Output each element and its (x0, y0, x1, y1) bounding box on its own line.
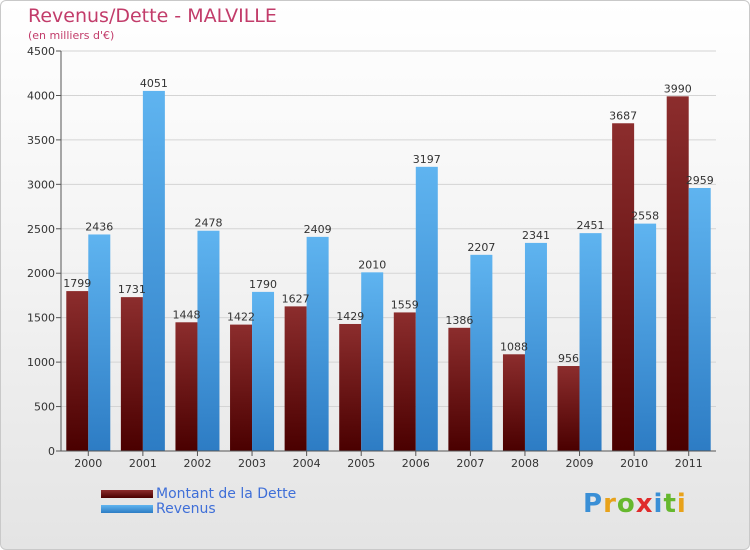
data-label-revenus: 2341 (522, 229, 550, 242)
data-label-dette: 1627 (282, 292, 310, 305)
bar-dette (557, 366, 580, 451)
data-label-revenus: 1790 (249, 278, 277, 291)
bar-dette (120, 297, 143, 451)
data-label-dette: 956 (558, 352, 579, 365)
y-tick-label: 0 (48, 445, 55, 458)
bar-dette (284, 306, 307, 451)
bar-revenus (579, 233, 602, 451)
bar-revenus (252, 291, 275, 451)
x-tick-label: 2008 (511, 457, 539, 470)
data-label-dette: 1448 (172, 308, 200, 321)
data-label-dette: 1088 (500, 340, 528, 353)
y-tick-label: 1000 (27, 356, 55, 369)
bar-revenus (688, 187, 711, 451)
x-tick-label: 2010 (620, 457, 648, 470)
bar-dette (230, 324, 253, 451)
logo-letter: r (603, 489, 617, 519)
y-tick-label: 4000 (27, 89, 55, 102)
bar-revenus (470, 254, 493, 451)
x-tick-label: 2004 (293, 457, 321, 470)
bar-dette (175, 322, 198, 451)
x-tick-label: 2006 (402, 457, 430, 470)
x-tick-label: 2005 (347, 457, 375, 470)
bars (66, 90, 711, 452)
legend-swatch-dette (101, 490, 153, 498)
bar-revenus (88, 234, 111, 451)
data-label-dette: 1422 (227, 311, 255, 324)
logo-letter: t (663, 489, 677, 519)
data-label-revenus: 2451 (577, 219, 605, 232)
chart-subtitle: (en milliers d'€) (28, 29, 115, 42)
data-labels: 1799 2436 1731 4051 1448 2478 1422 1790 1627 2409… (63, 77, 713, 365)
y-tick-label: 4500 (27, 45, 55, 58)
logo-letter: o (616, 489, 636, 519)
legend-swatch-revenus (101, 505, 153, 513)
bar-revenus (634, 223, 657, 451)
data-label-dette: 1731 (118, 283, 146, 296)
x-tick-label: 2002 (183, 457, 211, 470)
data-label-dette: 3990 (664, 82, 692, 95)
x-tick-label: 2003 (238, 457, 266, 470)
bar-revenus (524, 242, 547, 451)
bar-revenus (306, 236, 329, 451)
x-tick-label: 2007 (456, 457, 484, 470)
y-tick-label: 2000 (27, 267, 55, 280)
data-label-dette: 1559 (391, 298, 419, 311)
x-tick-label: 2001 (129, 457, 157, 470)
x-tick-label: 2000 (74, 457, 102, 470)
bar-revenus (415, 166, 438, 452)
logo-letter: x (635, 489, 654, 519)
data-label-revenus: 2409 (304, 223, 332, 236)
data-label-dette: 3687 (609, 109, 637, 122)
bar-dette (448, 327, 471, 451)
x-tick-label: 2009 (566, 457, 594, 470)
bar-dette (612, 123, 635, 452)
legend-label-dette: Montant de la Dette (156, 486, 297, 502)
y-tick-label: 500 (34, 401, 55, 414)
chart-title: Revenus/Dette - MALVILLE (28, 5, 277, 27)
axes: 0 500 1000 1500 2000 2500 3000 3500 4000 4500 2000… (27, 45, 716, 470)
bar-dette (666, 96, 689, 451)
data-label-revenus: 2959 (686, 174, 714, 187)
legend-label-revenus: Revenus (156, 501, 216, 517)
data-label-dette: 1386 (445, 314, 473, 327)
data-label-revenus: 3197 (413, 153, 441, 166)
proxiti-logo: Proxiti (583, 489, 687, 519)
logo-letter: i (653, 489, 664, 519)
bar-revenus (197, 230, 220, 451)
data-label-revenus: 2558 (631, 210, 659, 223)
y-tick-label: 3000 (27, 178, 55, 191)
bar-dette (339, 323, 362, 451)
bar-dette (502, 354, 525, 451)
bar-revenus (142, 90, 165, 452)
bar-dette (66, 291, 89, 451)
y-tick-label: 1500 (27, 312, 55, 325)
logo-letter: i (676, 489, 687, 519)
data-label-revenus: 2478 (194, 217, 222, 230)
grid-lines (61, 50, 716, 452)
data-label-revenus: 4051 (140, 77, 168, 90)
x-tick-label: 2011 (675, 457, 703, 470)
bar-dette (393, 312, 416, 451)
data-label-revenus: 2436 (85, 220, 113, 233)
logo-letter: P (583, 489, 604, 519)
y-tick-label: 3500 (27, 134, 55, 147)
data-label-dette: 1429 (336, 310, 364, 323)
data-label-dette: 1799 (63, 277, 91, 290)
data-label-revenus: 2207 (467, 241, 495, 254)
bar-revenus (361, 272, 384, 451)
data-label-revenus: 2010 (358, 258, 386, 271)
y-tick-label: 2500 (27, 223, 55, 236)
